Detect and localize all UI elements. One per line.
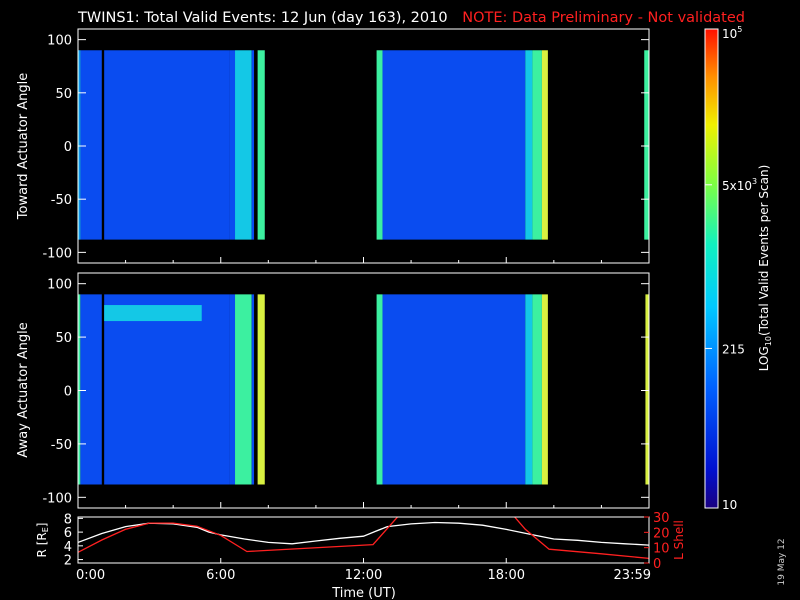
colorbar: 10 215 5x103 105 LOG10(Total Valid Events p… bbox=[704, 25, 773, 512]
colorbar-tick-label: 215 bbox=[722, 342, 745, 356]
away-band bbox=[532, 294, 542, 485]
toward-heatmap-panel: 100 50 0 -50 -100 Toward Actuator Angle bbox=[16, 28, 650, 264]
time-axis: 0:00 6:00 12:00 18:00 23:59 bbox=[76, 558, 651, 583]
toward-ytick-label: 50 bbox=[55, 87, 72, 102]
away-band bbox=[80, 294, 102, 485]
away-y-axis-label: Away Actuator Angle bbox=[16, 322, 31, 457]
time-tick-label: 23:59 bbox=[614, 568, 651, 583]
colorbar-tick-label: 5x103 bbox=[722, 177, 757, 193]
toward-band bbox=[376, 50, 383, 240]
away-band bbox=[525, 294, 533, 485]
l-shell-axis-label: L Shell bbox=[672, 520, 686, 560]
time-tick-label: 18:00 bbox=[488, 568, 525, 583]
toward-y-axis: 100 50 0 -50 -100 bbox=[42, 34, 650, 263]
toward-band bbox=[525, 50, 533, 240]
away-feature bbox=[104, 305, 202, 322]
away-ytick-label: -50 bbox=[51, 438, 72, 453]
away-heatmap-bands bbox=[78, 294, 649, 485]
radius-tick-label: 6 bbox=[64, 526, 72, 541]
toward-band bbox=[257, 50, 265, 240]
away-band bbox=[541, 294, 548, 485]
away-heatmap-panel: 100 50 0 -50 -100 Away Actuator Angle bbox=[16, 272, 650, 509]
colorbar-gradient bbox=[705, 29, 718, 508]
l-shell-line bbox=[78, 517, 649, 560]
l-shell-tick-label: 30 bbox=[653, 511, 670, 526]
toward-ytick-label: -50 bbox=[51, 193, 72, 208]
page-title: TWINS1: Total Valid Events: 12 Jun (day … bbox=[77, 10, 448, 26]
colorbar-label: LOG10(Total Valid Events per Scan) bbox=[757, 165, 773, 372]
time-tick-label: 0:00 bbox=[76, 568, 105, 583]
radius-line bbox=[78, 521, 649, 546]
away-band bbox=[229, 294, 236, 485]
time-axis-label: Time (UT) bbox=[331, 586, 396, 600]
toward-y-axis-label: Toward Actuator Angle bbox=[16, 73, 31, 220]
time-tick-label: 12:00 bbox=[345, 568, 382, 583]
away-y-axis: 100 50 0 -50 -100 bbox=[42, 278, 650, 508]
colorbar-tick-label: 10 bbox=[722, 498, 737, 512]
radius-tick-label: 8 bbox=[64, 512, 72, 527]
toward-band bbox=[251, 50, 255, 240]
away-ytick-label: 100 bbox=[47, 278, 72, 293]
generation-date: 19 May 12 bbox=[777, 538, 787, 585]
toward-band bbox=[382, 50, 526, 240]
toward-band bbox=[644, 50, 649, 240]
toward-band bbox=[80, 50, 102, 240]
away-ytick-label: 50 bbox=[55, 331, 72, 346]
away-band bbox=[257, 294, 265, 485]
orbit-series bbox=[78, 517, 649, 560]
toward-ytick-label: 100 bbox=[47, 34, 72, 49]
time-tick-label: 6:00 bbox=[206, 568, 235, 583]
colorbar-ticks: 10 215 5x103 105 bbox=[705, 25, 757, 512]
away-band bbox=[235, 294, 252, 485]
away-ytick-label: 0 bbox=[64, 385, 72, 400]
l-shell-tick-label: 10 bbox=[653, 542, 670, 557]
toward-band bbox=[104, 50, 230, 240]
toward-band bbox=[532, 50, 542, 240]
toward-ytick-label: -100 bbox=[42, 246, 72, 261]
l-shell-tick-label: 0 bbox=[653, 557, 661, 572]
l-shell-tick-label: 20 bbox=[653, 526, 670, 541]
away-band bbox=[645, 294, 649, 485]
toward-band bbox=[541, 50, 548, 240]
away-band bbox=[251, 294, 255, 485]
radius-tick-label: 2 bbox=[64, 554, 72, 569]
toward-heatmap-bands bbox=[78, 50, 649, 240]
away-band bbox=[78, 294, 81, 485]
orbit-plot-background bbox=[78, 517, 649, 563]
toward-band bbox=[229, 50, 236, 240]
toward-band bbox=[79, 50, 81, 240]
away-ytick-label: -100 bbox=[42, 491, 72, 506]
toward-band bbox=[235, 50, 252, 240]
colorbar-tick-label: 105 bbox=[722, 25, 742, 41]
preliminary-note: NOTE: Data Preliminary - Not validated bbox=[462, 10, 745, 26]
away-band bbox=[376, 294, 383, 485]
radius-tick-label: 4 bbox=[64, 540, 72, 555]
away-band bbox=[382, 294, 526, 485]
toward-ytick-label: 0 bbox=[64, 140, 72, 155]
radius-axis-label: R [RE] bbox=[35, 523, 50, 558]
away-band bbox=[104, 294, 230, 485]
